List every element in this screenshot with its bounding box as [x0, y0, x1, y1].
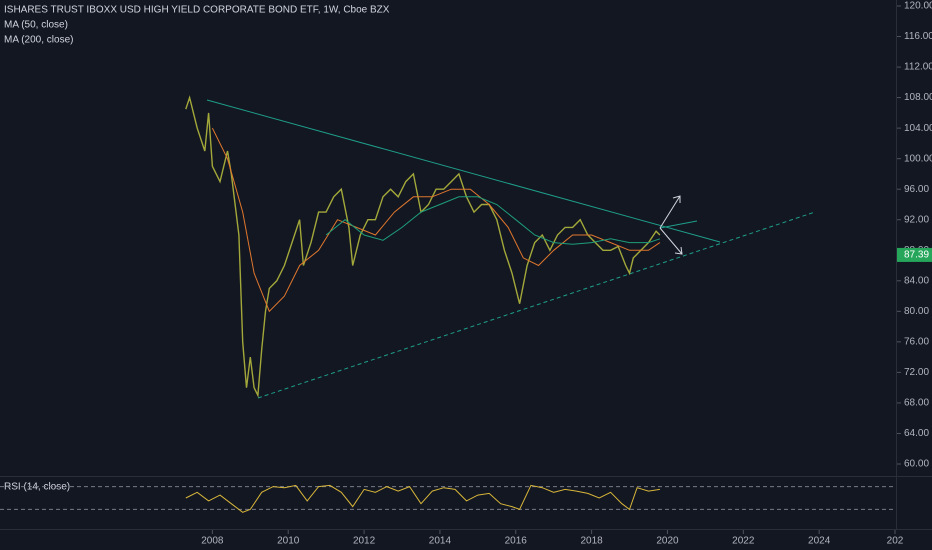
rsi-label: RSI (14, close) [4, 482, 70, 493]
y-tick-label: 80.00 [904, 306, 929, 317]
series-line [211, 127, 661, 313]
x-tick-label: 2018 [580, 536, 603, 547]
y-tick-label: 92.00 [904, 214, 929, 225]
down-arrow [659, 227, 683, 255]
rsi-line [185, 484, 660, 513]
y-tick-label: 76.00 [904, 337, 929, 348]
x-tick-label: 2022 [732, 536, 755, 547]
x-tick-label: 2014 [429, 536, 452, 547]
x-tick-label: 2024 [808, 536, 831, 547]
y-tick-label: 108.00 [904, 92, 932, 103]
series-line [185, 95, 661, 398]
chart-title: ISHARES TRUST IBOXX USD HIGH YIELD CORPO… [4, 5, 390, 16]
breakout-line [659, 220, 698, 229]
indicator-label: MA (200, close) [4, 35, 73, 46]
up-arrow [659, 195, 681, 229]
upper-trendline [206, 99, 721, 243]
x-tick-label: 202 [887, 536, 904, 547]
y-tick-label: 72.00 [904, 367, 929, 378]
x-tick-label: 2016 [505, 536, 528, 547]
y-tick-label: 100.00 [904, 153, 932, 164]
indicator-label: MA (50, close) [4, 20, 68, 31]
x-tick-label: 2012 [353, 536, 376, 547]
y-tick-label: 64.00 [904, 428, 929, 439]
y-tick-label: 120.00 [904, 1, 932, 12]
last-price-box [897, 247, 932, 262]
x-tick-label: 2020 [656, 536, 679, 547]
y-tick-label: 60.00 [904, 459, 929, 470]
y-tick-label: 68.00 [904, 398, 929, 409]
y-tick-label: 112.00 [904, 62, 932, 73]
series-line [325, 196, 661, 245]
x-tick-label: 2010 [277, 536, 300, 547]
last-price-label: 87.39 [904, 250, 929, 261]
y-tick-label: 84.00 [904, 275, 929, 286]
y-tick-label: 96.00 [904, 184, 929, 195]
x-tick-label: 2008 [201, 536, 224, 547]
trendlines [206, 99, 816, 399]
y-tick-label: 104.00 [904, 123, 932, 134]
y-tick-label: 116.00 [904, 31, 932, 42]
